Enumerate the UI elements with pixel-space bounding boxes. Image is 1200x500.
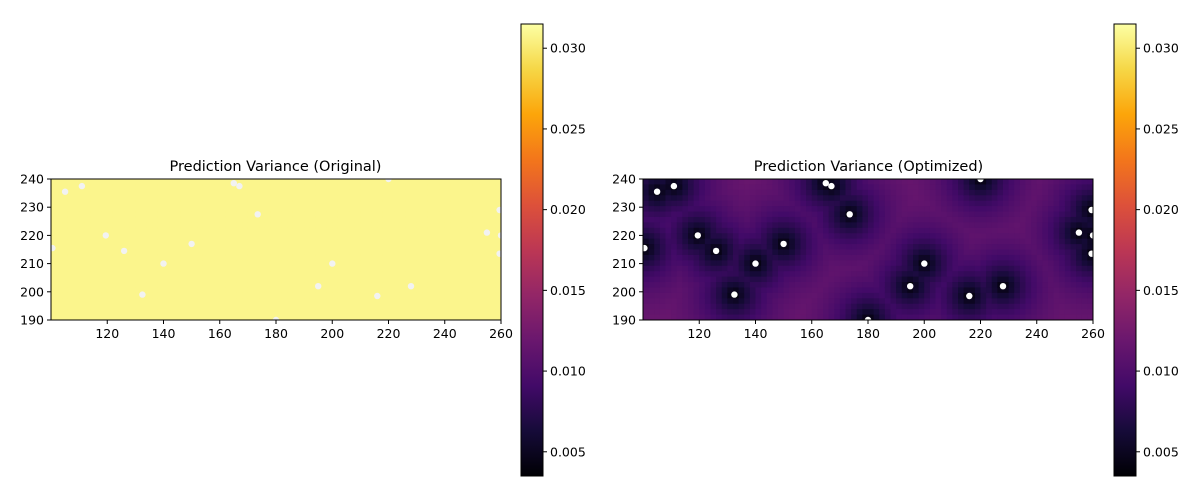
colorbar-tick-label: 0.025 — [1143, 121, 1179, 136]
x-tick-label: 240 — [433, 326, 457, 341]
sample-point — [385, 179, 392, 183]
y-tick-label: 210 — [612, 256, 636, 271]
colorbar-tick-label: 0.015 — [550, 283, 586, 298]
sample-point — [78, 182, 86, 190]
panel-optimized: Prediction Variance (Optimized) 120 140 16… — [612, 23, 1179, 477]
chart-title-original: Prediction Variance (Original) — [170, 159, 382, 175]
x-tick-label: 120 — [95, 326, 119, 341]
sample-point — [731, 291, 738, 298]
x-tick-label: 200 — [912, 326, 936, 341]
y-tick-label: 200 — [20, 284, 44, 299]
colorbar-original — [520, 23, 544, 477]
y-axis-original: 190 200 210 220 230 240 — [20, 172, 51, 328]
x-tick-label: 260 — [489, 326, 513, 341]
sample-point — [374, 292, 381, 300]
sample-point — [643, 244, 648, 252]
sample-point — [51, 244, 56, 252]
sample-point — [966, 292, 973, 300]
sample-point — [120, 247, 128, 255]
x-tick-label: 260 — [1081, 326, 1105, 341]
sample-point — [188, 240, 195, 248]
panel-original: Prediction Variance (Original) 120 140 160… — [20, 23, 586, 477]
colorbar-axis-optimized: 0.005 0.010 0.015 0.020 0.025 0.030 — [1136, 41, 1179, 459]
y-tick-label: 220 — [612, 228, 636, 243]
colorbar-tick-label: 0.010 — [1143, 364, 1179, 379]
sample-point — [670, 182, 678, 190]
y-tick-label: 220 — [20, 228, 44, 243]
x-tick-label: 200 — [320, 326, 344, 341]
y-axis-optimized: 190 200 210 220 230 240 — [612, 172, 643, 328]
sample-point — [139, 291, 146, 298]
sample-point — [272, 316, 280, 320]
sample-point — [254, 211, 261, 218]
x-tick-label: 220 — [377, 326, 401, 341]
sample-point — [236, 182, 243, 190]
sample-point — [497, 232, 501, 239]
sample-point — [160, 260, 167, 267]
x-tick-label: 240 — [1025, 326, 1049, 341]
x-tick-label: 180 — [856, 326, 880, 341]
sample-point — [1088, 250, 1093, 257]
sample-point — [1075, 229, 1083, 236]
colorbar-tick-label: 0.010 — [550, 364, 586, 379]
heatmap-optimized — [643, 179, 1093, 320]
x-tick-label: 120 — [687, 326, 711, 341]
colorbar-tick-label: 0.005 — [550, 444, 586, 459]
sample-point — [864, 316, 872, 320]
sample-point — [1089, 232, 1093, 239]
colorbar-tick-label: 0.005 — [1143, 444, 1179, 459]
colorbar-axis-original: 0.005 0.010 0.015 0.020 0.025 0.030 — [543, 41, 586, 459]
sample-point — [102, 232, 109, 239]
y-tick-label: 200 — [612, 284, 636, 299]
sample-point — [694, 232, 701, 239]
colorbar-tick-label: 0.020 — [1143, 202, 1179, 217]
y-tick-label: 190 — [612, 313, 636, 328]
colorbar-tick-label: 0.015 — [1143, 283, 1179, 298]
x-tick-label: 160 — [800, 326, 824, 341]
sample-point — [846, 211, 853, 218]
sample-point — [921, 260, 928, 267]
y-tick-label: 240 — [612, 172, 636, 187]
sample-point — [230, 180, 237, 187]
x-axis-original: 120 140 160 180 200 220 240 260 — [95, 320, 513, 341]
colorbar-optimized — [1113, 23, 1137, 477]
x-tick-label: 140 — [152, 326, 176, 341]
sample-point — [496, 206, 501, 214]
sample-point — [712, 247, 720, 255]
x-tick-label: 180 — [264, 326, 288, 341]
chart-title-optimized: Prediction Variance (Optimized) — [754, 159, 983, 175]
colorbar-tick-label: 0.025 — [550, 121, 586, 136]
x-tick-label: 140 — [744, 326, 768, 341]
y-tick-label: 190 — [20, 313, 44, 328]
sample-point — [483, 229, 491, 236]
sample-point — [822, 180, 829, 187]
sample-point — [752, 260, 759, 267]
sample-point — [977, 179, 984, 183]
sample-point — [828, 182, 835, 190]
x-tick-label: 220 — [969, 326, 993, 341]
heatmap-original — [51, 179, 501, 320]
y-tick-label: 240 — [20, 172, 44, 187]
sample-point — [61, 188, 69, 195]
sample-point — [653, 188, 661, 195]
x-axis-optimized: 120 140 160 180 200 220 240 260 — [687, 320, 1105, 341]
sample-point — [907, 283, 914, 290]
sample-point — [780, 240, 787, 248]
y-tick-label: 230 — [612, 200, 636, 215]
x-tick-label: 160 — [208, 326, 232, 341]
sample-point — [315, 283, 322, 290]
sample-point — [329, 260, 336, 267]
sample-point — [1088, 206, 1093, 214]
colorbar-tick-label: 0.030 — [550, 41, 586, 56]
y-tick-label: 210 — [20, 256, 44, 271]
colorbar-tick-label: 0.030 — [1143, 41, 1179, 56]
y-tick-label: 230 — [20, 200, 44, 215]
colorbar-tick-label: 0.020 — [550, 202, 586, 217]
sample-point — [999, 283, 1007, 290]
sample-point — [496, 250, 501, 257]
sample-point — [407, 283, 415, 290]
